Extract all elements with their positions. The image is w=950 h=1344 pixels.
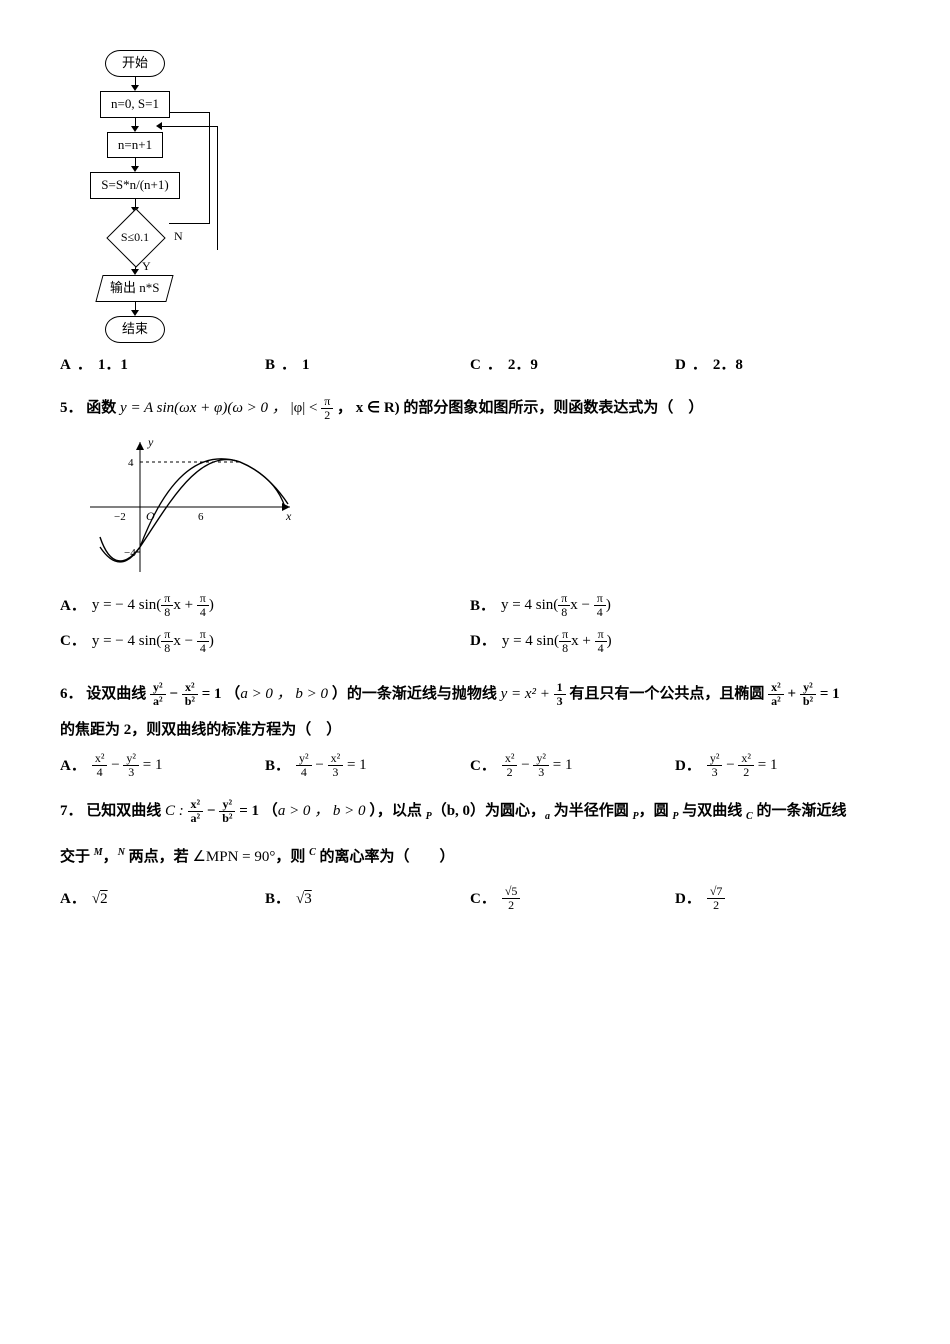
q7-opt-d: D．√72 [675, 885, 880, 912]
q7: 7． 已知双曲线 C : x²a² − y²b² = 1 （a > 0 ， b … [60, 798, 910, 825]
q5-number: 5． [60, 400, 83, 416]
q5-opt-a: A． y = − 4 sin(π8x + π4) [60, 592, 470, 619]
q7-opt-c: C．√52 [470, 885, 675, 912]
q6: 6． 设双曲线 y²a² − x²b² = 1 （a > 0 ， b > 0 ）… [60, 681, 910, 708]
q6-number: 6． [60, 686, 83, 702]
q5-opt-b: B． y = 4 sin(π8x − π4) [470, 592, 880, 619]
q4-opt-c: C．2．9 [470, 353, 675, 377]
q7-number: 7． [60, 803, 83, 819]
q6-opt-c: C． x²2 − y²3 = 1 [470, 752, 675, 779]
q5-options: A． y = − 4 sin(π8x + π4) B． y = 4 sin(π8… [60, 592, 910, 663]
q7-options: A．√2 B．√3 C．√52 D．√72 [60, 885, 910, 912]
q4-options: A．1．1 B．1 C．2．9 D．2．8 [60, 353, 910, 377]
q5-graph: y x O 4 −4 −2 6 [80, 432, 310, 582]
svg-text:6: 6 [198, 511, 204, 523]
q6-options: A． x²4 − y²3 = 1 B． y²4 − x²3 = 1 C． x²2… [60, 752, 910, 779]
q7-opt-a: A．√2 [60, 885, 265, 912]
flow-cond: S≤0.1 N Y [100, 217, 170, 257]
q6-line2: 的焦距为 2，则双曲线的标准方程为（ ） [60, 718, 910, 742]
q4-opt-b: B．1 [265, 353, 470, 377]
flow-output: 输出 n*S [96, 275, 175, 302]
flow-start: 开始 [105, 50, 165, 77]
q5: 5． 函数 y = A sin(ωx + φ)(ω > 0 ， |φ| < π2… [60, 395, 910, 422]
q6-opt-b: B． y²4 − x²3 = 1 [265, 752, 470, 779]
flow-label-y: Y [142, 257, 151, 276]
q4-opt-a: A．1．1 [60, 353, 265, 377]
q5-opt-d: D． y = 4 sin(π8x + π4) [470, 628, 880, 655]
svg-text:y: y [147, 435, 154, 449]
q5-frac-pi2: π2 [321, 395, 333, 422]
q7-opt-b: B．√3 [265, 885, 470, 912]
q6-opt-d: D． y²3 − x²2 = 1 [675, 752, 880, 779]
q6-opt-a: A． x²4 − y²3 = 1 [60, 752, 265, 779]
flow-init: n=0, S=1 [100, 91, 170, 118]
svg-text:−2: −2 [114, 511, 126, 523]
q7-line2: 交于 M，N 两点，若 ∠MPN = 90°，则 C 的离心率为（ ） [60, 845, 910, 869]
flow-inc: n=n+1 [107, 132, 163, 159]
q5-opt-c: C． y = − 4 sin(π8x − π4) [60, 628, 470, 655]
flowchart: 开始 n=0, S=1 n=n+1 S=S*n/(n+1) S≤0.1 N Y … [80, 50, 910, 343]
q4-opt-d: D．2．8 [675, 353, 880, 377]
svg-text:x: x [285, 509, 292, 523]
flow-end: 结束 [105, 316, 165, 343]
svg-text:4: 4 [128, 457, 134, 469]
